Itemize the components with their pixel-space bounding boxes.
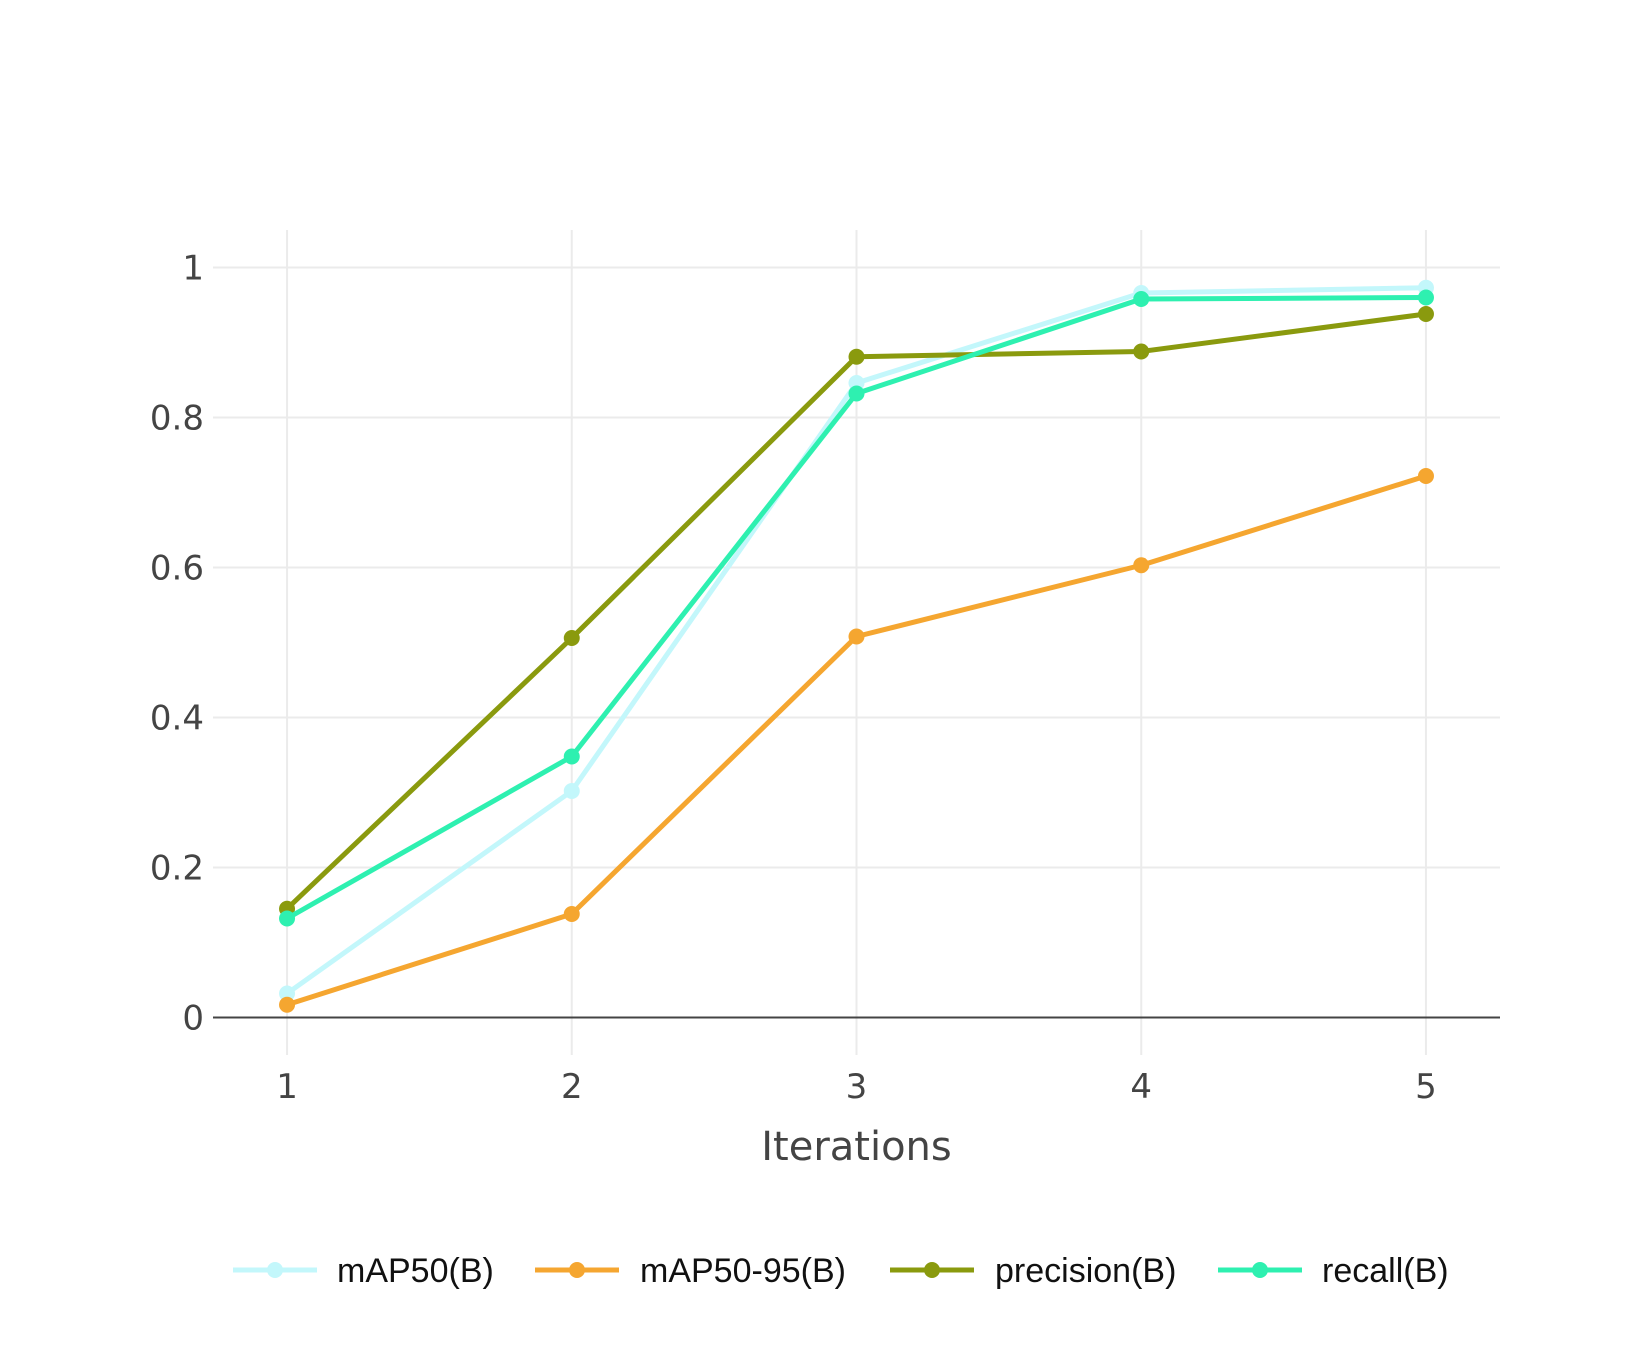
y-tick-label: 1 [182, 249, 204, 289]
x-axis-ticks: 1 2 3 4 5 [276, 1067, 1437, 1107]
legend-item[interactable]: precision(B) [890, 1252, 1176, 1290]
data-point[interactable] [848, 385, 865, 402]
y-tick-label: 0.2 [150, 849, 204, 889]
x-tick-label: 4 [1130, 1067, 1152, 1107]
data-point[interactable] [848, 348, 865, 365]
legend-swatch-marker [924, 1262, 940, 1278]
data-point[interactable] [1417, 468, 1434, 484]
x-axis-title: Iterations [761, 1124, 952, 1170]
legend-label: recall(B) [1322, 1252, 1449, 1290]
legend-label: precision(B) [995, 1252, 1176, 1290]
data-point[interactable] [563, 748, 580, 765]
data-point[interactable] [279, 996, 296, 1013]
legend-swatch-marker [267, 1262, 283, 1278]
legend-item[interactable]: mAP50(B) [233, 1252, 494, 1290]
legend-label: mAP50-95(B) [640, 1252, 846, 1290]
data-point[interactable] [1417, 306, 1434, 322]
x-tick-label: 5 [1415, 1067, 1437, 1107]
data-point[interactable] [563, 783, 580, 799]
legend[interactable]: mAP50(B) mAP50-95(B) precision(B) recall(B) [233, 1252, 1449, 1290]
data-point[interactable] [1133, 557, 1150, 574]
grid [213, 230, 1500, 1055]
legend-swatch-marker [569, 1262, 585, 1278]
y-tick-label: 0.8 [150, 399, 204, 439]
x-tick-label: 3 [846, 1067, 868, 1107]
data-point[interactable] [1417, 289, 1434, 306]
plot-area [279, 279, 1434, 1013]
data-point[interactable] [848, 628, 865, 645]
y-axis-ticks: 0 0.2 0.4 0.6 0.8 1 [150, 249, 204, 1039]
data-point[interactable] [279, 910, 296, 927]
legend-label: mAP50(B) [337, 1252, 494, 1290]
legend-swatch-marker [1252, 1262, 1268, 1278]
x-tick-label: 1 [276, 1067, 298, 1107]
x-tick-label: 2 [561, 1067, 583, 1107]
series-mAP50-95(B) [279, 468, 1434, 1013]
series-recall(B) [279, 289, 1434, 927]
data-point[interactable] [279, 985, 296, 1002]
y-tick-label: 0 [182, 999, 204, 1039]
data-point[interactable] [563, 630, 580, 646]
data-point[interactable] [563, 906, 580, 922]
legend-item[interactable]: recall(B) [1218, 1252, 1449, 1290]
y-tick-label: 0.6 [150, 549, 204, 589]
legend-item[interactable]: mAP50-95(B) [535, 1252, 846, 1290]
data-point[interactable] [1133, 343, 1150, 360]
y-tick-label: 0.4 [150, 699, 204, 739]
data-point[interactable] [1133, 291, 1150, 307]
